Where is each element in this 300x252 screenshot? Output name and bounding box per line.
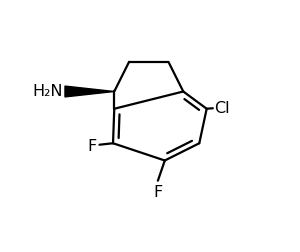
Text: F: F (153, 185, 163, 200)
Text: F: F (87, 139, 96, 154)
Text: Cl: Cl (214, 101, 230, 116)
Polygon shape (65, 86, 114, 97)
Text: H₂N: H₂N (32, 84, 62, 99)
